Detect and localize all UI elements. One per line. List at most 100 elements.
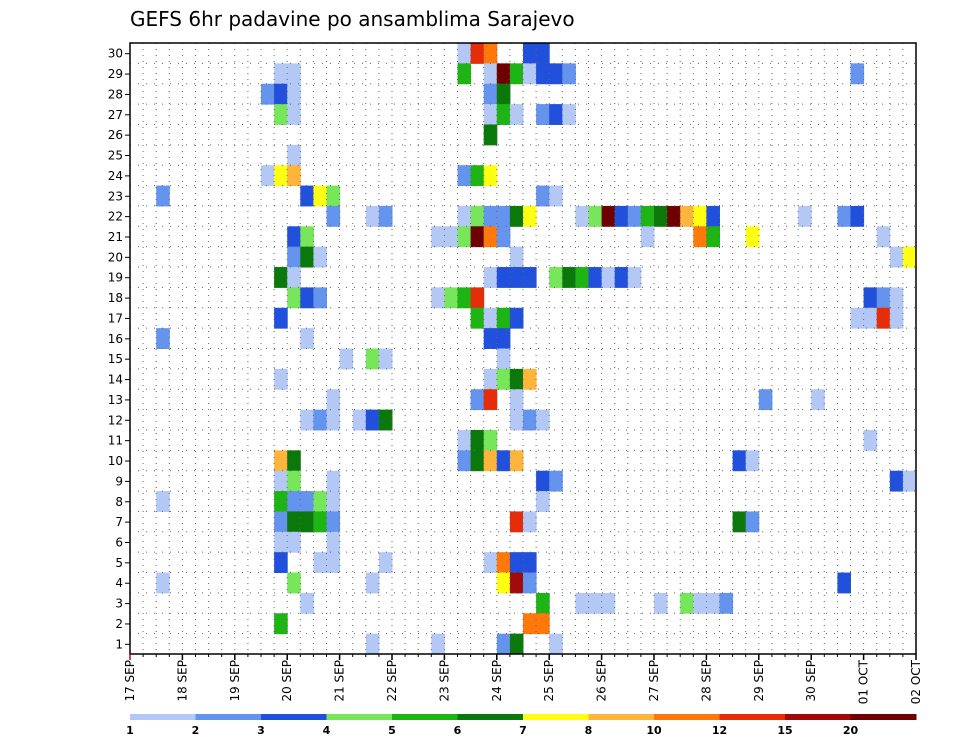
precip-cell [470, 165, 485, 187]
precip-cell [483, 267, 498, 288]
precip-cell [902, 246, 916, 268]
precip-cell [378, 552, 393, 574]
precip-cell [536, 185, 550, 207]
legend-label: 2 [192, 724, 200, 737]
y-tick-label: 3 [115, 597, 123, 611]
legend-swatch [130, 714, 196, 720]
y-tick-label: 16 [108, 332, 123, 346]
precip-cell [274, 165, 288, 187]
y-tick-label: 13 [108, 393, 123, 407]
precip-cell [850, 63, 865, 85]
precip-cell [444, 287, 458, 309]
x-tick-label: 23 SEP [437, 660, 451, 702]
precip-cell [523, 613, 537, 635]
precip-cell [313, 552, 327, 574]
precip-cell [562, 63, 576, 85]
x-tick-label: 02 OCT [909, 659, 923, 704]
precip-cell [496, 226, 511, 248]
precip-cell [523, 572, 537, 594]
precip-cell [313, 511, 327, 533]
precip-cell [509, 63, 524, 85]
precip-cell [300, 328, 314, 349]
y-tick-label: 10 [108, 454, 123, 468]
precip-cell [601, 592, 616, 614]
precip-cell [680, 592, 694, 614]
precip-cell [326, 470, 341, 492]
precip-cell [300, 409, 314, 431]
precip-cell [549, 267, 563, 288]
precip-cell [549, 63, 563, 85]
y-tick-label: 11 [108, 434, 123, 448]
precip-cell [549, 185, 563, 207]
precip-cell [811, 389, 825, 411]
precip-cell [549, 104, 563, 125]
precip-cell [876, 307, 891, 329]
precip-cell [562, 104, 576, 125]
precip-cell [496, 368, 511, 390]
precip-cell [523, 43, 537, 64]
precip-cell [326, 409, 341, 431]
x-tick-label: 21 SEP [333, 660, 347, 702]
precip-cell [274, 307, 288, 329]
precip-cell [457, 450, 472, 472]
legend: 1 2 3 4 5 6 7 8 10 12 15 20 [126, 714, 917, 737]
precip-cell [287, 531, 301, 553]
chart-title: GEFS 6hr padavine po ansamblima Sarajevo [130, 7, 575, 31]
precip-cell [287, 83, 301, 105]
precip-cell [300, 511, 314, 533]
precip-cell [483, 389, 498, 411]
precip-cell [431, 287, 445, 309]
precip-cell [352, 409, 367, 431]
precip-cell [601, 267, 616, 288]
precip-cell [313, 287, 327, 309]
precip-cell [378, 348, 393, 370]
precip-cell [287, 165, 301, 187]
precip-cell [287, 144, 301, 166]
legend-swatch [195, 714, 262, 720]
precip-cell [745, 450, 760, 472]
y-tick-label: 12 [108, 413, 123, 427]
y-tick-label: 21 [108, 230, 123, 244]
precip-cell [300, 491, 314, 512]
precip-cell [274, 450, 288, 472]
precip-cell [431, 226, 445, 248]
precip-cell [274, 511, 288, 533]
y-tick-label: 24 [108, 169, 123, 183]
precip-cell [509, 246, 524, 268]
precip-cell [496, 633, 511, 655]
precip-cell [509, 552, 524, 574]
y-tick-label: 4 [115, 576, 123, 590]
precip-cell [274, 63, 288, 85]
precip-cell [365, 409, 380, 431]
precip-cell [523, 552, 537, 574]
precip-cell [850, 205, 865, 227]
precip-cell [693, 205, 707, 227]
precip-cell [483, 429, 498, 451]
y-tick-label: 15 [108, 352, 123, 366]
precip-cell [483, 328, 498, 349]
precip-cell [470, 389, 485, 411]
y-tick-label: 27 [108, 108, 123, 122]
x-tick-label: 18 SEP [175, 660, 189, 702]
x-tick-label: 25 SEP [542, 660, 556, 702]
precip-cell [287, 226, 301, 248]
precip-cell [483, 104, 498, 125]
legend-label: 20 [843, 724, 859, 737]
y-tick-label: 22 [108, 210, 123, 224]
precip-cell [536, 613, 550, 635]
precip-cell [470, 226, 485, 248]
legend-label: 1 [126, 724, 134, 737]
y-tick-label: 1 [115, 637, 123, 651]
precip-cell [798, 205, 812, 227]
precip-cell [287, 511, 301, 533]
precip-cell [326, 511, 341, 533]
precip-cell [300, 246, 314, 268]
y-tick-label: 5 [115, 556, 123, 570]
precip-cell [457, 205, 472, 227]
precip-cell [156, 572, 170, 594]
precip-cell [496, 63, 511, 85]
precip-cell [326, 205, 341, 227]
precip-cell [483, 124, 498, 146]
precip-cell [326, 531, 341, 553]
legend-swatch [457, 714, 524, 720]
